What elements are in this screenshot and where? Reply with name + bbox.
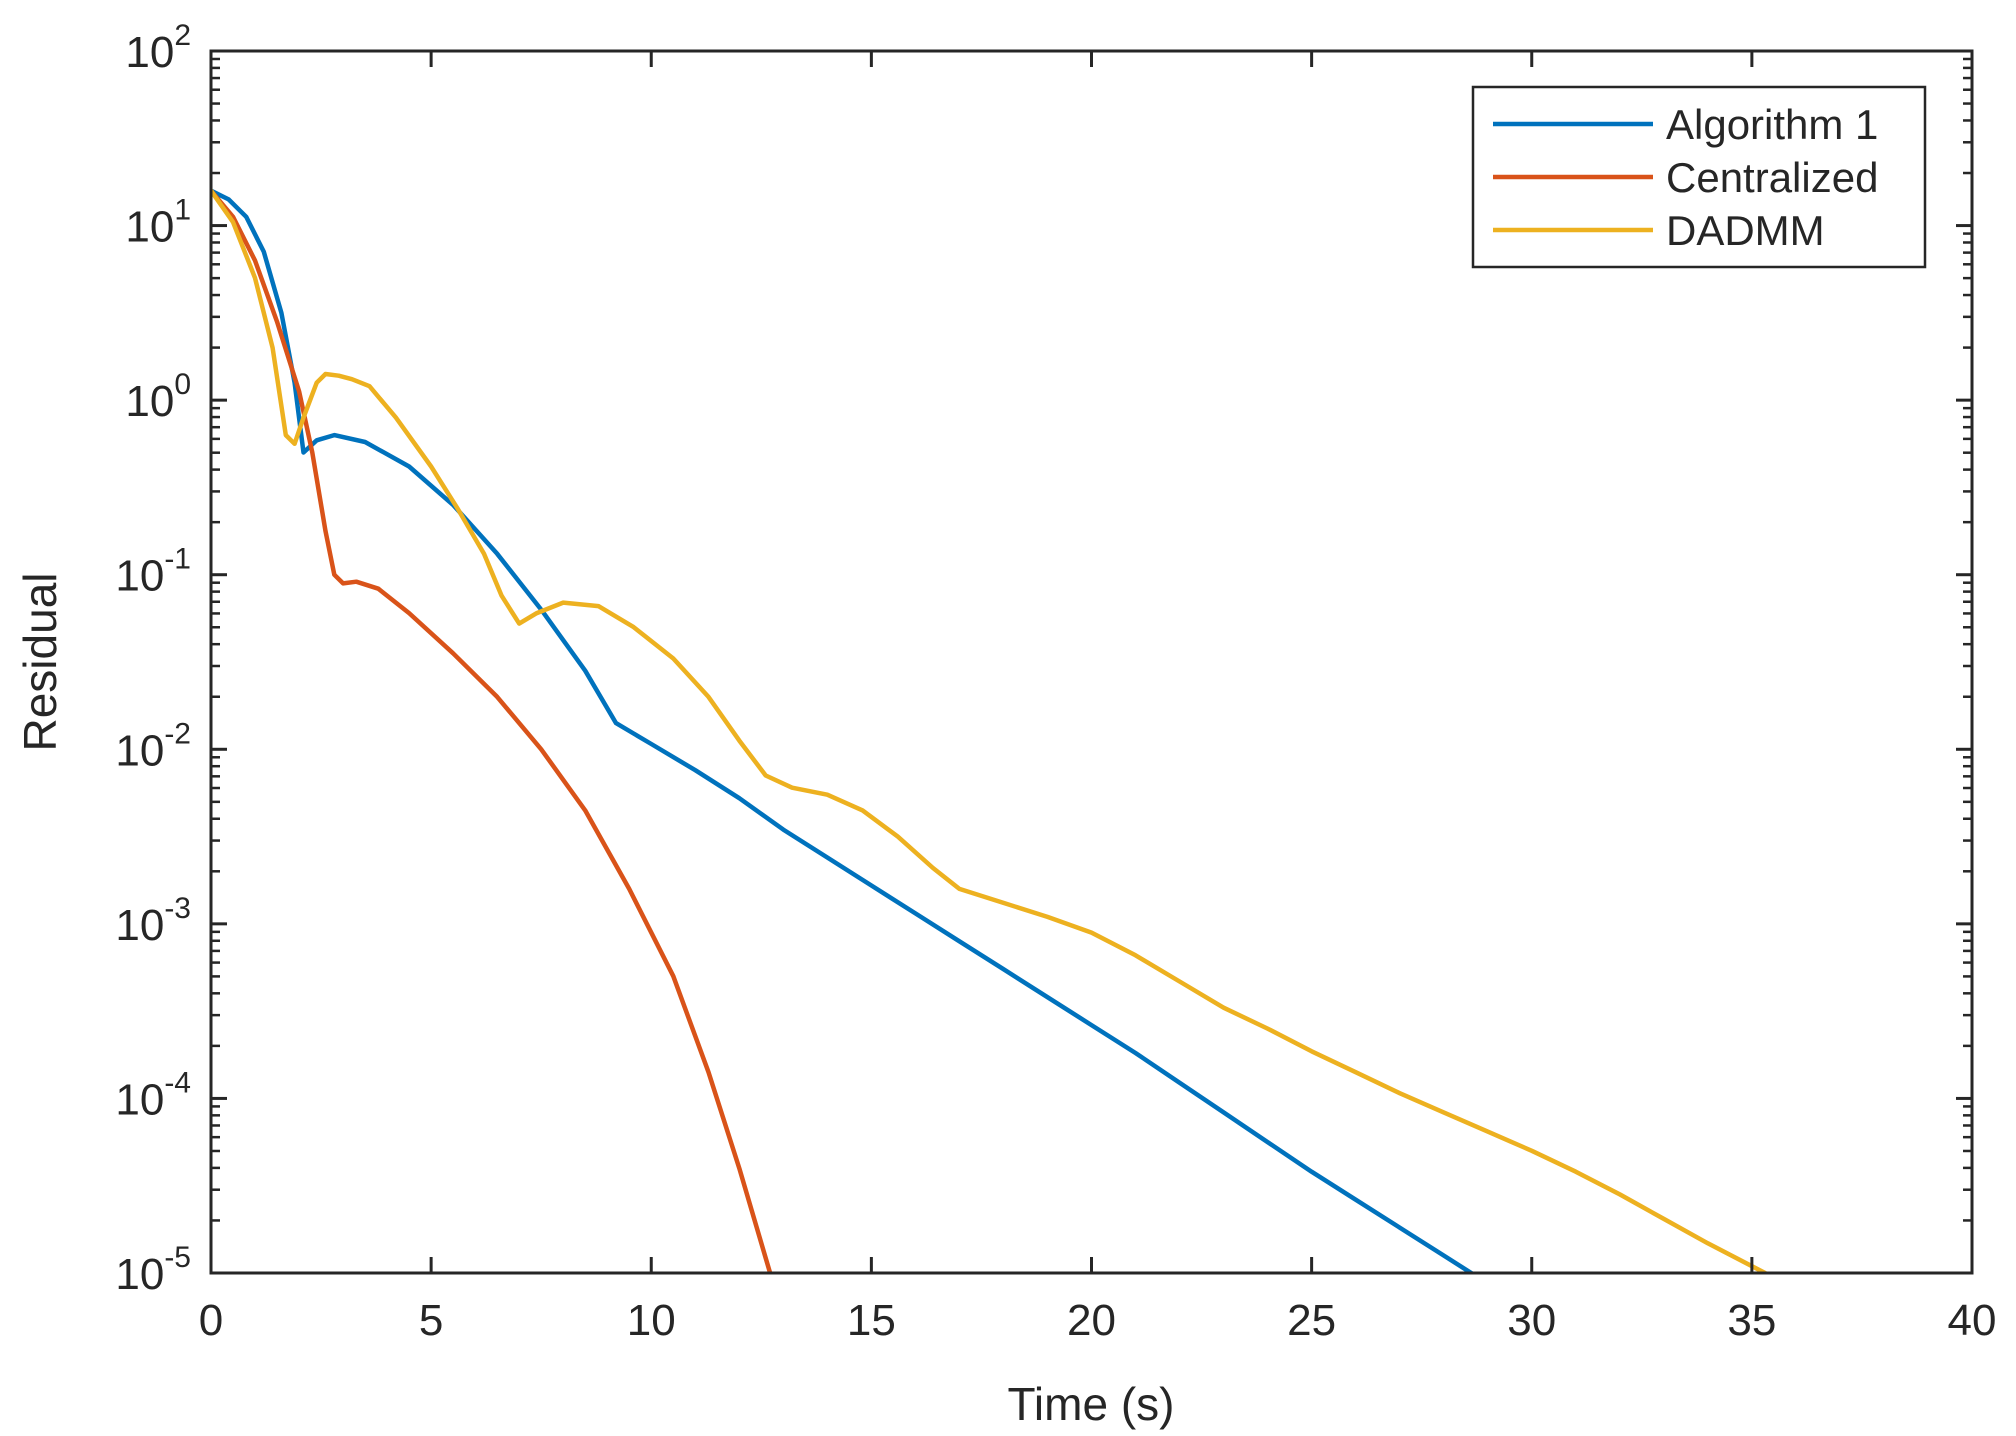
x-axis-label: Time (s) [1008, 1378, 1175, 1430]
axes-box [209, 49, 1974, 1275]
y-tick-label-base: 10 [125, 377, 174, 426]
series-line-dadmm [211, 188, 1768, 1273]
y-tick-label-exponent: -1 [164, 543, 191, 576]
y-axis-label: Residual [14, 573, 66, 752]
x-tick-label: 40 [1948, 1296, 1997, 1345]
legend-label: Algorithm 1 [1666, 101, 1878, 148]
y-tick-label: 10-1 [115, 543, 191, 601]
y-tick-label: 102 [125, 19, 191, 77]
y-tick-label: 10-4 [115, 1066, 191, 1124]
y-tick-label-exponent: -3 [164, 892, 191, 925]
y-tick-label-base: 10 [125, 203, 174, 252]
y-tick-label-exponent: 1 [174, 194, 191, 227]
x-tick-label: 10 [627, 1296, 676, 1345]
x-tick-label: 0 [199, 1296, 223, 1345]
x-tick-label: 30 [1507, 1296, 1556, 1345]
series-line-algorithm-1 [211, 188, 1476, 1273]
y-tick-label-base: 10 [115, 901, 164, 950]
y-tick-label-base: 10 [125, 28, 174, 77]
x-tick-label: 5 [419, 1296, 443, 1345]
y-tick-label: 100 [125, 368, 191, 426]
y-tick-label-base: 10 [115, 726, 164, 775]
x-tick-label: 25 [1287, 1296, 1336, 1345]
legend: Algorithm 1 Centralized DADMM [1471, 85, 1927, 269]
x-tick-label: 20 [1067, 1296, 1116, 1345]
y-tick-label-base: 10 [115, 552, 164, 601]
y-tick-label-exponent: -4 [164, 1066, 191, 1099]
y-tick-label-exponent: 2 [174, 19, 191, 52]
y-tick-label-exponent: -5 [164, 1241, 191, 1274]
legend-label: Centralized [1666, 154, 1878, 201]
y-tick-label-exponent: -2 [164, 717, 191, 750]
y-tick-label-exponent: 0 [174, 368, 191, 401]
y-tick-label: 10-2 [115, 717, 191, 775]
y-tick-label: 10-5 [115, 1241, 191, 1299]
y-tick-label: 10-3 [115, 892, 191, 950]
y-tick-label-base: 10 [115, 1075, 164, 1124]
x-tick-label: 35 [1727, 1296, 1776, 1345]
y-tick-label: 101 [125, 194, 191, 252]
x-tick-label: 15 [847, 1296, 896, 1345]
legend-label: DADMM [1666, 207, 1825, 254]
y-tick-label-base: 10 [115, 1250, 164, 1299]
series-line-centralized [211, 188, 773, 1273]
